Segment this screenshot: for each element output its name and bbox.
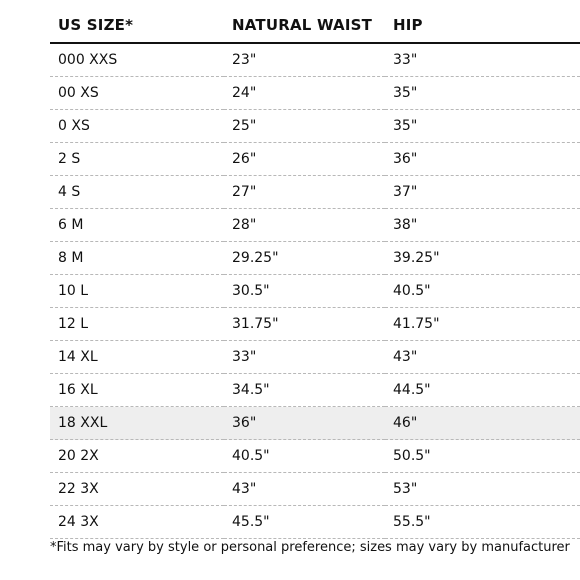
cell-hip: 39.25" bbox=[385, 241, 580, 275]
cell-size: 4 S bbox=[50, 175, 224, 209]
cell-waist: 40.5" bbox=[224, 439, 385, 473]
table-row-highlighted: 18 XXL 36" 46" bbox=[50, 406, 580, 440]
cell-hip: 43" bbox=[385, 340, 580, 374]
header-row: US SIZE* NATURAL WAIST HIP bbox=[50, 8, 580, 44]
header-hip: HIP bbox=[385, 8, 580, 44]
cell-waist: 26" bbox=[224, 142, 385, 176]
table-row: 24 3X 45.5" 55.5" bbox=[50, 505, 580, 539]
cell-waist: 23" bbox=[224, 43, 385, 77]
cell-hip: 36" bbox=[385, 142, 580, 176]
table-row: 00 XS 24" 35" bbox=[50, 76, 580, 110]
cell-hip: 50.5" bbox=[385, 439, 580, 473]
cell-waist: 31.75" bbox=[224, 307, 385, 341]
cell-hip: 55.5" bbox=[385, 505, 580, 539]
cell-hip: 40.5" bbox=[385, 274, 580, 308]
table-row: 20 2X 40.5" 50.5" bbox=[50, 439, 580, 473]
cell-waist: 30.5" bbox=[224, 274, 385, 308]
cell-waist: 24" bbox=[224, 76, 385, 110]
cell-size: 10 L bbox=[50, 274, 224, 308]
cell-hip: 35" bbox=[385, 76, 580, 110]
table-row: 14 XL 33" 43" bbox=[50, 340, 580, 374]
table-row: 16 XL 34.5" 44.5" bbox=[50, 373, 580, 407]
header-us-size: US SIZE* bbox=[50, 8, 224, 44]
table-row: 10 L 30.5" 40.5" bbox=[50, 274, 580, 308]
cell-size: 24 3X bbox=[50, 505, 224, 539]
cell-size: 16 XL bbox=[50, 373, 224, 407]
header-natural-waist: NATURAL WAIST bbox=[224, 8, 385, 44]
cell-hip: 46" bbox=[385, 406, 580, 440]
cell-waist: 43" bbox=[224, 472, 385, 506]
cell-size: 20 2X bbox=[50, 439, 224, 473]
table-row: 12 L 31.75" 41.75" bbox=[50, 307, 580, 341]
cell-waist: 28" bbox=[224, 208, 385, 242]
cell-waist: 27" bbox=[224, 175, 385, 209]
cell-hip: 35" bbox=[385, 109, 580, 143]
cell-waist: 36" bbox=[224, 406, 385, 440]
cell-waist: 45.5" bbox=[224, 505, 385, 539]
cell-size: 14 XL bbox=[50, 340, 224, 374]
cell-size: 000 XXS bbox=[50, 43, 224, 77]
table-row: 4 S 27" 37" bbox=[50, 175, 580, 209]
cell-waist: 25" bbox=[224, 109, 385, 143]
cell-size: 00 XS bbox=[50, 76, 224, 110]
cell-size: 8 M bbox=[50, 241, 224, 275]
table-row: 000 XXS 23" 33" bbox=[50, 43, 580, 77]
table-row: 8 M 29.25" 39.25" bbox=[50, 241, 580, 275]
table-row: 6 M 28" 38" bbox=[50, 208, 580, 242]
cell-hip: 44.5" bbox=[385, 373, 580, 407]
cell-size: 18 XXL bbox=[50, 406, 224, 440]
cell-hip: 41.75" bbox=[385, 307, 580, 341]
cell-hip: 53" bbox=[385, 472, 580, 506]
cell-size: 0 XS bbox=[50, 109, 224, 143]
size-chart-table: US SIZE* NATURAL WAIST HIP 000 XXS 23" 3… bbox=[50, 8, 580, 539]
fit-disclaimer-footnote: *Fits may vary by style or personal pref… bbox=[50, 540, 570, 555]
cell-size: 6 M bbox=[50, 208, 224, 242]
cell-waist: 34.5" bbox=[224, 373, 385, 407]
cell-hip: 38" bbox=[385, 208, 580, 242]
cell-hip: 37" bbox=[385, 175, 580, 209]
table-row: 2 S 26" 36" bbox=[50, 142, 580, 176]
table-row: 0 XS 25" 35" bbox=[50, 109, 580, 143]
cell-waist: 29.25" bbox=[224, 241, 385, 275]
cell-hip: 33" bbox=[385, 43, 580, 77]
table-row: 22 3X 43" 53" bbox=[50, 472, 580, 506]
cell-waist: 33" bbox=[224, 340, 385, 374]
cell-size: 2 S bbox=[50, 142, 224, 176]
cell-size: 22 3X bbox=[50, 472, 224, 506]
cell-size: 12 L bbox=[50, 307, 224, 341]
